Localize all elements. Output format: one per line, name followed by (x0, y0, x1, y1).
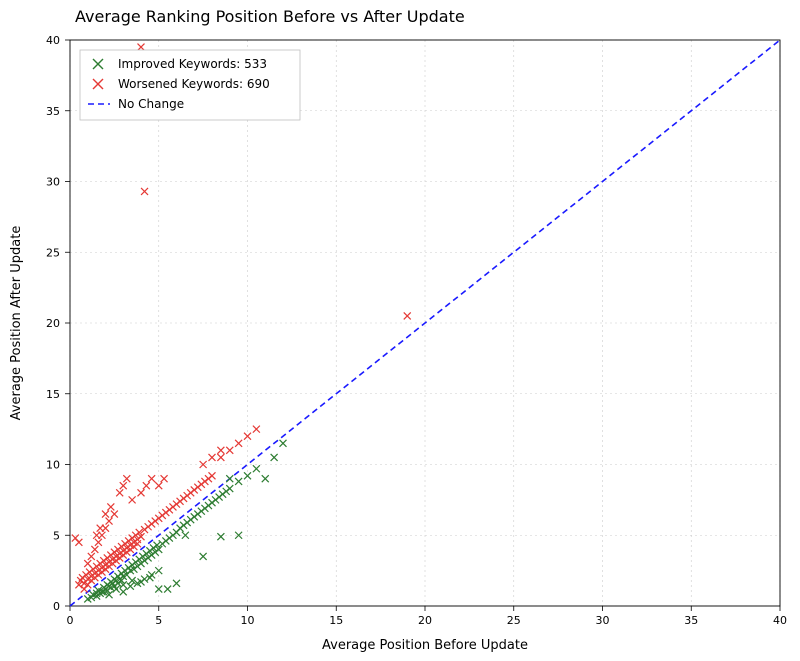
legend-label: Improved Keywords: 533 (118, 57, 267, 71)
x-tick-label: 35 (684, 614, 698, 627)
y-tick-label: 25 (46, 246, 60, 259)
y-tick-label: 15 (46, 388, 60, 401)
legend-label: No Change (118, 97, 184, 111)
x-tick-label: 0 (67, 614, 74, 627)
y-tick-label: 40 (46, 34, 60, 47)
scatter-chart: 0 5 10 15 20 25 30 35 40 0 5 10 15 20 25 30 35 40 Average … (0, 0, 800, 661)
x-tick-label: 30 (596, 614, 610, 627)
x-tick-label: 20 (418, 614, 432, 627)
chart-title: Average Ranking Position Before vs After… (75, 7, 465, 26)
y-tick-label: 30 (46, 176, 60, 189)
y-tick-label: 20 (46, 317, 60, 330)
x-tick-label: 10 (241, 614, 255, 627)
x-tick-label: 15 (329, 614, 343, 627)
x-tick-label: 5 (155, 614, 162, 627)
x-tick-label: 40 (773, 614, 787, 627)
legend-label: Worsened Keywords: 690 (118, 77, 270, 91)
x-tick-label: 25 (507, 614, 521, 627)
y-tick-label: 35 (46, 105, 60, 118)
y-axis-label: Average Position After Update (9, 226, 24, 421)
y-tick-label: 0 (53, 600, 60, 613)
x-axis-label: Average Position Before Update (322, 638, 528, 653)
y-tick-label: 10 (46, 459, 60, 472)
chart-container: 0 5 10 15 20 25 30 35 40 0 5 10 15 20 25 30 35 40 Average … (0, 0, 800, 661)
y-tick-label: 5 (53, 529, 60, 542)
